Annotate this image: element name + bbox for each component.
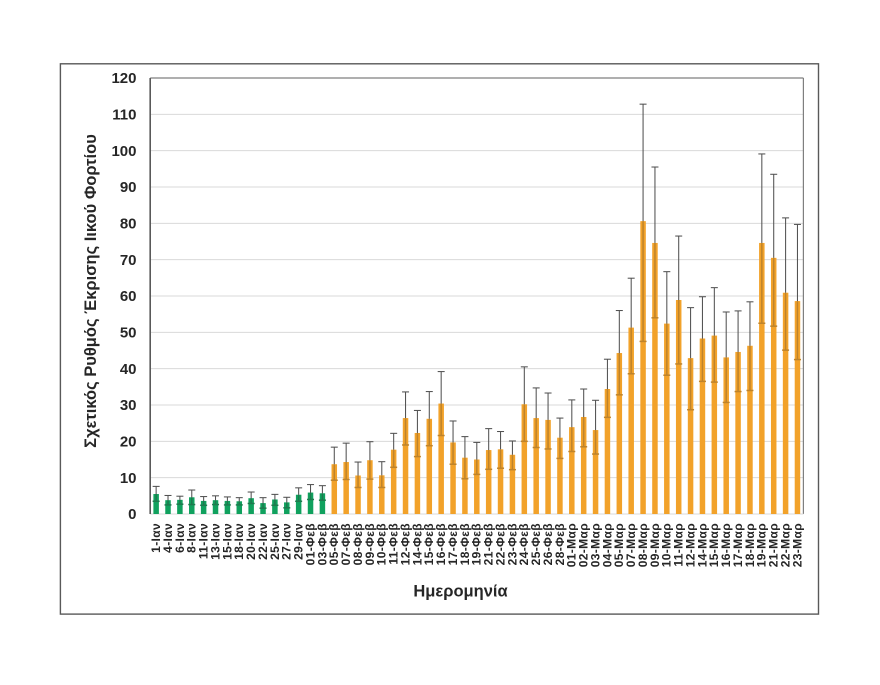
svg-text:0: 0 bbox=[128, 506, 136, 523]
svg-text:25-Φεβ: 25-Φεβ bbox=[529, 523, 543, 565]
svg-text:04-Μαρ: 04-Μαρ bbox=[600, 523, 614, 567]
svg-text:4-Ιαν: 4-Ιαν bbox=[161, 523, 175, 553]
svg-text:22-Μαρ: 22-Μαρ bbox=[778, 523, 792, 567]
svg-text:14-Μαρ: 14-Μαρ bbox=[695, 523, 709, 567]
svg-text:20: 20 bbox=[120, 434, 137, 451]
svg-text:14-Φεβ: 14-Φεβ bbox=[410, 523, 424, 565]
svg-text:03-Φεβ: 03-Φεβ bbox=[315, 523, 329, 565]
svg-text:23-Μαρ: 23-Μαρ bbox=[790, 523, 804, 567]
svg-text:13-Ιαν: 13-Ιαν bbox=[208, 523, 222, 560]
svg-text:50: 50 bbox=[120, 325, 137, 342]
svg-text:02-Μαρ: 02-Μαρ bbox=[577, 523, 591, 567]
svg-text:Σχετικός Ρυθμός Έκρισης Ιικού: Σχετικός Ρυθμός Έκρισης Ιικού Φορτίου bbox=[82, 134, 100, 448]
svg-text:01-Φεβ: 01-Φεβ bbox=[303, 523, 317, 565]
svg-text:11-Ιαν: 11-Ιαν bbox=[197, 523, 211, 559]
svg-text:10: 10 bbox=[120, 470, 137, 487]
svg-text:26-Φεβ: 26-Φεβ bbox=[541, 523, 555, 565]
svg-text:20-Ιαν: 20-Ιαν bbox=[244, 523, 258, 560]
svg-text:12-Μαρ: 12-Μαρ bbox=[683, 523, 697, 567]
svg-text:09-Φεβ: 09-Φεβ bbox=[363, 523, 377, 565]
svg-text:18-Μαρ: 18-Μαρ bbox=[743, 523, 757, 567]
svg-text:03-Μαρ: 03-Μαρ bbox=[588, 523, 602, 567]
svg-text:11-Μαρ: 11-Μαρ bbox=[672, 523, 686, 567]
svg-text:05-Φεβ: 05-Φεβ bbox=[327, 523, 341, 565]
svg-text:29-Ιαν: 29-Ιαν bbox=[292, 523, 306, 560]
svg-text:1-Ιαν: 1-Ιαν bbox=[149, 523, 163, 553]
svg-text:22-Φεβ: 22-Φεβ bbox=[493, 523, 507, 565]
svg-text:16-Μαρ: 16-Μαρ bbox=[719, 523, 733, 567]
svg-text:22-Ιαν: 22-Ιαν bbox=[256, 523, 270, 560]
svg-text:Ημερομηνία: Ημερομηνία bbox=[413, 583, 507, 601]
svg-text:15-Ιαν: 15-Ιαν bbox=[220, 523, 234, 560]
svg-text:18-Φεβ: 18-Φεβ bbox=[458, 523, 472, 565]
svg-text:21-Φεβ: 21-Φεβ bbox=[482, 523, 496, 565]
svg-text:30: 30 bbox=[120, 397, 137, 414]
svg-text:27-Ιαν: 27-Ιαν bbox=[280, 523, 294, 560]
svg-text:01-Μαρ: 01-Μαρ bbox=[565, 523, 579, 567]
svg-text:8-Ιαν: 8-Ιαν bbox=[185, 523, 199, 553]
svg-text:60: 60 bbox=[120, 288, 137, 305]
svg-text:70: 70 bbox=[120, 252, 137, 269]
svg-text:19-Μαρ: 19-Μαρ bbox=[755, 523, 769, 567]
svg-text:07-Φεβ: 07-Φεβ bbox=[339, 523, 353, 565]
svg-text:25-Ιαν: 25-Ιαν bbox=[268, 523, 282, 560]
svg-text:120: 120 bbox=[111, 70, 136, 87]
svg-text:19-Φεβ: 19-Φεβ bbox=[470, 523, 484, 565]
svg-text:90: 90 bbox=[120, 179, 137, 196]
svg-text:100: 100 bbox=[111, 143, 136, 160]
svg-text:40: 40 bbox=[120, 361, 137, 378]
svg-text:09-Μαρ: 09-Μαρ bbox=[648, 523, 662, 567]
svg-text:23-Φεβ: 23-Φεβ bbox=[505, 523, 519, 565]
svg-text:11-Φεβ: 11-Φεβ bbox=[387, 523, 401, 565]
svg-text:21-Μαρ: 21-Μαρ bbox=[767, 523, 781, 567]
svg-text:08-Μαρ: 08-Μαρ bbox=[636, 523, 650, 567]
svg-text:18-Ιαν: 18-Ιαν bbox=[232, 523, 246, 560]
svg-text:16-Φεβ: 16-Φεβ bbox=[434, 523, 448, 565]
svg-text:17-Φεβ: 17-Φεβ bbox=[446, 523, 460, 565]
svg-text:12-Φεβ: 12-Φεβ bbox=[398, 523, 412, 565]
svg-text:28-Φεβ: 28-Φεβ bbox=[553, 523, 567, 565]
svg-text:15-Μαρ: 15-Μαρ bbox=[707, 523, 721, 567]
svg-text:05-Μαρ: 05-Μαρ bbox=[612, 523, 626, 567]
svg-text:07-Μαρ: 07-Μαρ bbox=[624, 523, 638, 567]
svg-text:10-Μαρ: 10-Μαρ bbox=[660, 523, 674, 567]
svg-text:6-Ιαν: 6-Ιαν bbox=[173, 523, 187, 553]
svg-text:08-Φεβ: 08-Φεβ bbox=[351, 523, 365, 565]
svg-text:17-Μαρ: 17-Μαρ bbox=[731, 523, 745, 567]
svg-text:110: 110 bbox=[112, 107, 136, 124]
svg-text:10-Φεβ: 10-Φεβ bbox=[375, 523, 389, 565]
svg-text:15-Φεβ: 15-Φεβ bbox=[422, 523, 436, 565]
svg-text:24-Φεβ: 24-Φεβ bbox=[517, 523, 531, 565]
svg-text:80: 80 bbox=[120, 216, 137, 233]
